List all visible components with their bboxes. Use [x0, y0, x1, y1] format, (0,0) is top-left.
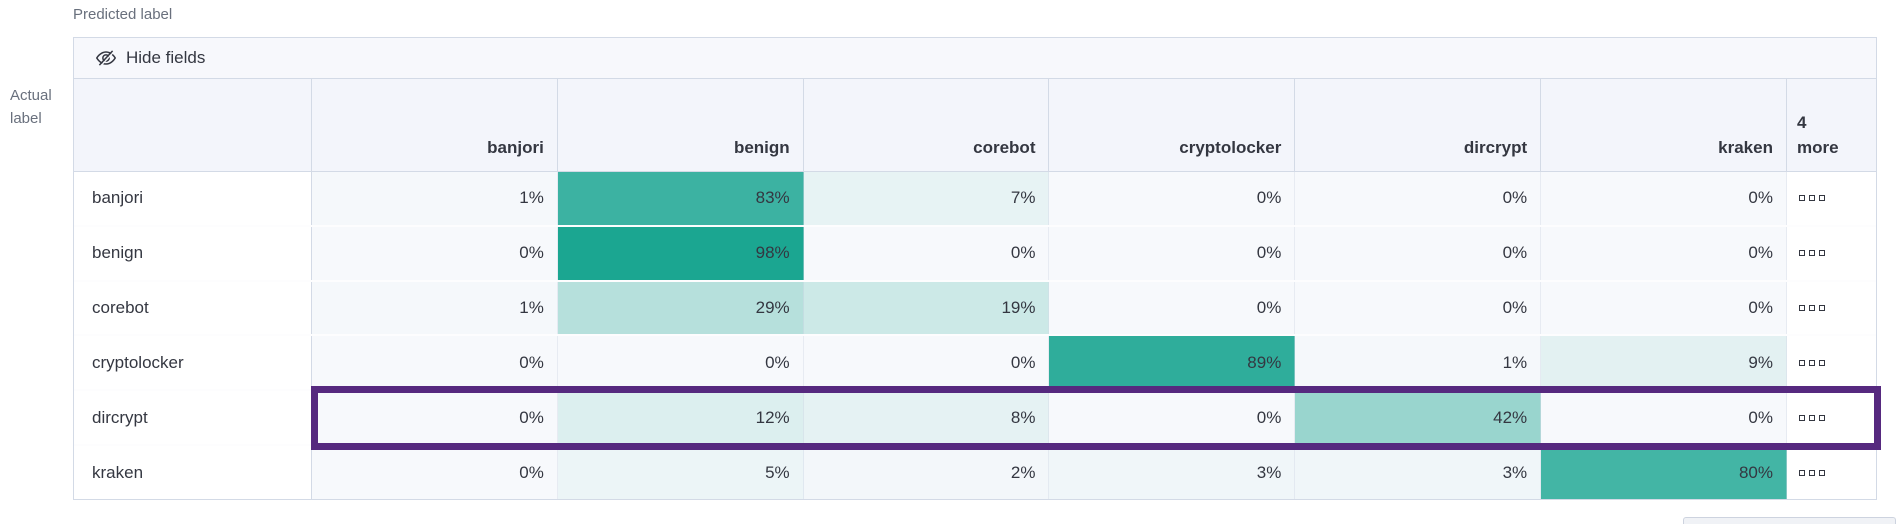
- boxes-horizontal-icon: [1808, 195, 1815, 202]
- column-header-cryptolocker[interactable]: cryptolocker: [1049, 79, 1296, 171]
- matrix-cell-banjori-cryptolocker[interactable]: 0%: [1049, 172, 1296, 225]
- matrix-cell-cryptolocker-cryptolocker[interactable]: 89%: [1049, 336, 1296, 390]
- row-label-corebot[interactable]: corebot: [74, 281, 312, 335]
- column-header-corebot[interactable]: corebot: [804, 79, 1050, 171]
- matrix-cell-benign-corebot[interactable]: 0%: [803, 226, 1050, 280]
- matrix-cell-corebot-corebot[interactable]: 19%: [803, 281, 1050, 335]
- boxes-horizontal-icon: [1808, 414, 1815, 421]
- boxes-horizontal-icon: [1818, 469, 1825, 476]
- header-row: banjori benign corebot cryptolocker dircrypt…: [74, 79, 1876, 172]
- boxes-horizontal-icon: [1808, 250, 1815, 257]
- hide-fields-button[interactable]: Hide fields: [95, 47, 205, 69]
- column-header-dircrypt[interactable]: dircrypt: [1295, 79, 1542, 171]
- more-columns-cell-benign: [1786, 226, 1876, 280]
- matrix-cell-kraken-kraken[interactable]: 80%: [1541, 446, 1787, 499]
- more-header-word: more: [1796, 138, 1839, 157]
- hide-fields-label: Hide fields: [126, 48, 206, 67]
- matrix-cell-banjori-banjori[interactable]: 1%: [312, 172, 558, 225]
- matrix-body: banjori 1% 83% 7% 0% 0% 0% benign 0% 98% 0% 0% 0% 0% c…: [74, 172, 1876, 499]
- boxes-horizontal-icon: [1808, 359, 1815, 366]
- boxes-horizontal-icon: [1798, 414, 1805, 421]
- matrix-cell-benign-benign[interactable]: 98%: [557, 226, 804, 280]
- matrix-cell-kraken-corebot[interactable]: 2%: [803, 446, 1050, 499]
- boxes-horizontal-icon: [1798, 195, 1805, 202]
- matrix-cell-corebot-banjori[interactable]: 1%: [312, 281, 558, 335]
- table-row-banjori: banjori 1% 83% 7% 0% 0% 0%: [74, 172, 1876, 227]
- boxes-horizontal-icon: [1818, 305, 1825, 312]
- boxes-horizontal-icon: [1808, 305, 1815, 312]
- partial-bottom-widget[interactable]: [1683, 517, 1896, 524]
- boxes-horizontal-icon: [1818, 359, 1825, 366]
- confusion-matrix-table: Hide fields banjori benign corebot cryptolo…: [73, 37, 1877, 500]
- column-header-banjori[interactable]: banjori: [312, 79, 558, 171]
- column-header-more[interactable]: 4 more: [1787, 79, 1876, 171]
- datagrid-toolbar: Hide fields: [74, 38, 1876, 79]
- matrix-cell-benign-cryptolocker[interactable]: 0%: [1049, 226, 1296, 280]
- matrix-cell-corebot-cryptolocker[interactable]: 0%: [1049, 281, 1296, 335]
- matrix-cell-cryptolocker-corebot[interactable]: 0%: [803, 336, 1050, 390]
- header-corner-spacer: [74, 79, 312, 171]
- matrix-cell-benign-kraken[interactable]: 0%: [1541, 226, 1787, 280]
- matrix-cell-banjori-corebot[interactable]: 7%: [803, 172, 1050, 225]
- boxes-horizontal-icon: [1798, 250, 1805, 257]
- matrix-cell-kraken-cryptolocker[interactable]: 3%: [1049, 446, 1296, 499]
- matrix-cell-dircrypt-cryptolocker[interactable]: 0%: [1049, 391, 1296, 445]
- column-header-benign[interactable]: benign: [558, 79, 804, 171]
- boxes-horizontal-icon: [1798, 305, 1805, 312]
- matrix-cell-cryptolocker-kraken[interactable]: 9%: [1541, 336, 1787, 390]
- table-row-dircrypt: dircrypt 0% 12% 8% 0% 42% 0%: [74, 391, 1876, 447]
- row-label-banjori[interactable]: banjori: [74, 172, 312, 225]
- matrix-cell-corebot-benign[interactable]: 29%: [557, 281, 804, 335]
- matrix-cell-dircrypt-dircrypt[interactable]: 42%: [1295, 391, 1542, 445]
- row-label-dircrypt[interactable]: dircrypt: [74, 391, 312, 445]
- matrix-cell-banjori-benign[interactable]: 83%: [557, 172, 804, 225]
- eye-closed-icon: [95, 47, 117, 69]
- boxes-horizontal-icon: [1818, 195, 1825, 202]
- boxes-horizontal-icon: [1798, 469, 1805, 476]
- more-columns-cell-dircrypt: [1786, 391, 1876, 445]
- predicted-axis-label: Predicted label: [73, 6, 173, 23]
- matrix-cell-benign-dircrypt[interactable]: 0%: [1295, 226, 1542, 280]
- matrix-cell-dircrypt-kraken[interactable]: 0%: [1541, 391, 1787, 445]
- matrix-cell-dircrypt-banjori[interactable]: 0%: [312, 391, 558, 445]
- more-columns-cell-cryptolocker: [1786, 336, 1876, 390]
- column-header-kraken[interactable]: kraken: [1541, 79, 1787, 171]
- matrix-cell-cryptolocker-dircrypt[interactable]: 1%: [1295, 336, 1542, 390]
- matrix-cell-kraken-banjori[interactable]: 0%: [312, 446, 558, 499]
- table-row-cryptolocker: cryptolocker 0% 0% 0% 89% 1% 9%: [74, 336, 1876, 392]
- table-row-kraken: kraken 0% 5% 2% 3% 3% 80%: [74, 446, 1876, 499]
- boxes-horizontal-icon: [1798, 359, 1805, 366]
- matrix-cell-dircrypt-corebot[interactable]: 8%: [803, 391, 1050, 445]
- boxes-horizontal-icon: [1808, 469, 1815, 476]
- boxes-horizontal-icon: [1818, 250, 1825, 257]
- actual-axis-label: Actual label: [10, 84, 52, 130]
- more-columns-cell-kraken: [1786, 446, 1876, 499]
- matrix-cell-benign-banjori[interactable]: 0%: [312, 226, 558, 280]
- matrix-cell-dircrypt-benign[interactable]: 12%: [557, 391, 804, 445]
- matrix-cell-banjori-dircrypt[interactable]: 0%: [1295, 172, 1542, 225]
- more-columns-cell-corebot: [1786, 281, 1876, 335]
- actual-axis-label-line2: label: [10, 110, 42, 127]
- boxes-horizontal-icon: [1818, 414, 1825, 421]
- matrix-cell-cryptolocker-banjori[interactable]: 0%: [312, 336, 558, 390]
- matrix-cell-kraken-dircrypt[interactable]: 3%: [1295, 446, 1542, 499]
- row-label-kraken[interactable]: kraken: [74, 446, 312, 499]
- more-header-count: 4: [1796, 113, 1807, 132]
- matrix-cell-kraken-benign[interactable]: 5%: [557, 446, 804, 499]
- more-columns-cell-banjori: [1786, 172, 1876, 225]
- matrix-cell-banjori-kraken[interactable]: 0%: [1541, 172, 1787, 225]
- table-row-benign: benign 0% 98% 0% 0% 0% 0%: [74, 226, 1876, 282]
- table-row-corebot: corebot 1% 29% 19% 0% 0% 0%: [74, 281, 1876, 337]
- matrix-cell-corebot-dircrypt[interactable]: 0%: [1295, 281, 1542, 335]
- row-label-benign[interactable]: benign: [74, 226, 312, 280]
- actual-axis-label-line1: Actual: [10, 87, 52, 104]
- matrix-cell-corebot-kraken[interactable]: 0%: [1541, 281, 1787, 335]
- matrix-cell-cryptolocker-benign[interactable]: 0%: [557, 336, 804, 390]
- row-label-cryptolocker[interactable]: cryptolocker: [74, 336, 312, 390]
